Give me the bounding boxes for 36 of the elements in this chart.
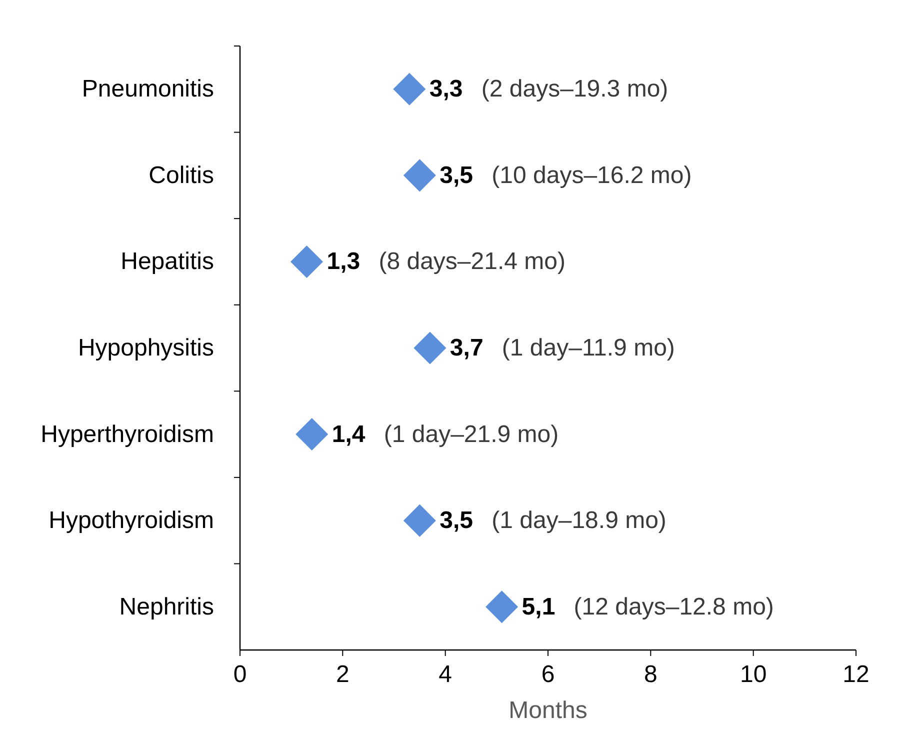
point [404, 504, 436, 537]
x-tick-label: 6 [541, 661, 555, 688]
y-tick-label: Hypothyroidism [48, 507, 214, 534]
x-tick-label: 8 [644, 661, 658, 688]
x-tick-label: 4 [438, 661, 452, 688]
point [296, 418, 328, 450]
annotation: (1 day–11.9 mo) [502, 334, 675, 362]
point [393, 73, 426, 106]
y-tick-label: Colitis [148, 162, 214, 189]
x-tick-label: 2 [336, 661, 350, 688]
x-tick-label: 10 [740, 661, 767, 688]
point [404, 159, 436, 192]
y-tick-label: Pneumonitis [82, 76, 214, 103]
y-tick-label: Hepatitis [120, 248, 214, 276]
data-label: 3,5 [440, 507, 474, 534]
point [290, 246, 323, 278]
data-label: 3,3 [429, 76, 463, 103]
y-tick-label: Hypophysitis [78, 334, 214, 362]
data-label: 1,3 [326, 248, 360, 276]
annotation: (2 days–19.3 mo) [481, 76, 668, 103]
annotation: (1 day–18.9 mo) [492, 507, 666, 534]
data-label: 3,7 [450, 334, 484, 362]
data-label: 3,5 [440, 162, 474, 189]
annotation: (10 days–16.2 mo) [492, 162, 692, 189]
x-axis-title: Months [508, 697, 588, 724]
data-label: 5,1 [522, 593, 556, 620]
annotation: (1 day–21.9 mo) [384, 420, 559, 448]
x-tick-label: 0 [233, 661, 247, 688]
x-tick-label: 12 [842, 661, 870, 688]
annotation: (12 days–12.8 mo) [574, 593, 774, 620]
y-tick-label: Hyperthyroidism [40, 420, 214, 448]
point [414, 332, 446, 364]
annotation: (8 days–21.4 mo) [378, 248, 566, 276]
point [486, 590, 518, 623]
y-tick-label: Nephritis [119, 593, 214, 620]
data-label: 1,4 [332, 420, 366, 448]
